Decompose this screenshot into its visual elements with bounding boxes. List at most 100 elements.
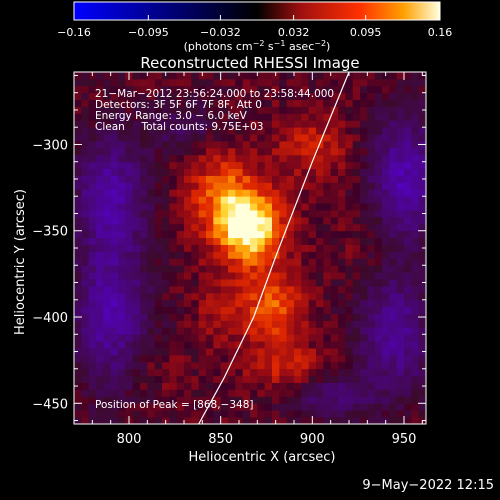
heatmap-cell: [367, 147, 376, 156]
heatmap-cell: [250, 72, 258, 80]
heatmap-cell: [110, 92, 119, 101]
x-tick-label: 950: [392, 432, 417, 447]
heatmap-cell: [323, 154, 332, 163]
heatmap-cell: [382, 230, 390, 239]
heatmap-cell: [272, 396, 280, 404]
heatmap-cell: [389, 292, 398, 301]
heatmap-cell: [360, 210, 368, 218]
heatmap-cell: [382, 147, 390, 156]
heatmap-cell: [345, 285, 354, 294]
heatmap-cell: [213, 368, 222, 377]
heatmap-cell: [198, 368, 207, 377]
heatmap-cell: [213, 99, 222, 107]
heatmap-cell: [213, 396, 222, 404]
heatmap-cell: [220, 265, 229, 273]
heatmap-cell: [374, 354, 383, 363]
heatmap-cell: [301, 78, 310, 87]
heatmap-cell: [88, 154, 97, 163]
heatmap-cell: [404, 168, 412, 176]
heatmap-cell: [132, 334, 141, 342]
heatmap-cell: [257, 341, 266, 349]
heatmap-cell: [301, 182, 310, 190]
heatmap-cell: [352, 292, 361, 301]
heatmap-cell: [96, 375, 104, 383]
heatmap-cell: [374, 161, 383, 170]
heatmap-cell: [110, 106, 119, 114]
heatmap-cell: [125, 251, 134, 259]
heatmap-cell: [88, 141, 97, 149]
heatmap-cell: [352, 210, 361, 218]
heatmap-cell: [264, 396, 273, 404]
heatmap-cell: [301, 279, 310, 287]
heatmap-cell: [242, 403, 251, 411]
heatmap-cell: [176, 223, 185, 232]
heatmap-cell: [169, 196, 178, 204]
heatmap-cell: [162, 141, 170, 149]
heatmap-cell: [198, 230, 207, 239]
heatmap-cell: [162, 78, 170, 87]
heatmap-cell: [140, 334, 148, 342]
heatmap-cell: [213, 168, 222, 176]
heatmap-cell: [250, 382, 258, 390]
heatmap-cell: [389, 279, 398, 287]
heatmap-cell: [118, 327, 126, 335]
heatmap-cell: [330, 354, 339, 363]
heatmap-cell: [411, 368, 420, 377]
heatmap-cell: [279, 168, 288, 176]
heatmap-cell: [147, 175, 156, 183]
heatmap-cell: [118, 396, 126, 404]
heatmap-cell: [74, 285, 82, 294]
heatmap-cell: [272, 272, 280, 280]
heatmap-cell: [411, 182, 420, 190]
heatmap-cell: [81, 410, 90, 418]
heatmap-cell: [191, 292, 200, 301]
heatmap-cell: [81, 168, 90, 176]
heatmap-cell: [352, 78, 361, 87]
heatmap-cell: [396, 258, 405, 266]
heatmap-cell: [103, 410, 112, 418]
heatmap-cell: [118, 189, 126, 197]
heatmap-cell: [250, 161, 258, 170]
heatmap-cell: [125, 313, 134, 321]
heatmap-cell: [418, 237, 426, 245]
heatmap-cell: [404, 292, 412, 301]
heatmap-cell: [360, 272, 368, 280]
heatmap-cell: [235, 189, 244, 197]
heatmap-cell: [96, 320, 104, 328]
heatmap-cell: [294, 92, 302, 101]
heatmap-cell: [382, 127, 390, 135]
heatmap-cell: [96, 417, 104, 424]
heatmap-cell: [228, 189, 236, 197]
heatmap-cell: [264, 348, 273, 356]
heatmap-cell: [242, 223, 251, 232]
heatmap-cell: [198, 348, 207, 356]
heatmap-cell: [184, 154, 192, 163]
heatmap-cell: [367, 113, 376, 121]
heatmap-cell: [257, 354, 266, 363]
heatmap-cell: [191, 244, 200, 252]
heatmap-cell: [118, 237, 126, 245]
heatmap-cell: [294, 244, 302, 252]
heatmap-cell: [169, 113, 178, 121]
heatmap-cell: [132, 265, 141, 273]
heatmap-cell: [110, 196, 119, 204]
heatmap-cell: [338, 299, 346, 308]
heatmap-cell: [264, 299, 273, 308]
heatmap-cell: [169, 120, 178, 128]
heatmap-cell: [411, 265, 420, 273]
heatmap-cell: [176, 134, 185, 142]
heatmap-cell: [294, 85, 302, 94]
heatmap-cell: [374, 127, 383, 135]
heatmap-cell: [250, 279, 258, 287]
heatmap-cell: [220, 258, 229, 266]
heatmap-cell: [103, 341, 112, 349]
heatmap-cell: [191, 354, 200, 363]
heatmap-cell: [198, 334, 207, 342]
heatmap-cell: [81, 382, 90, 390]
heatmap-cell: [169, 320, 178, 328]
heatmap-cell: [316, 334, 324, 342]
heatmap-cell: [169, 237, 178, 245]
heatmap-cell: [162, 175, 170, 183]
heatmap-cell: [132, 72, 141, 80]
heatmap-cell: [110, 141, 119, 149]
